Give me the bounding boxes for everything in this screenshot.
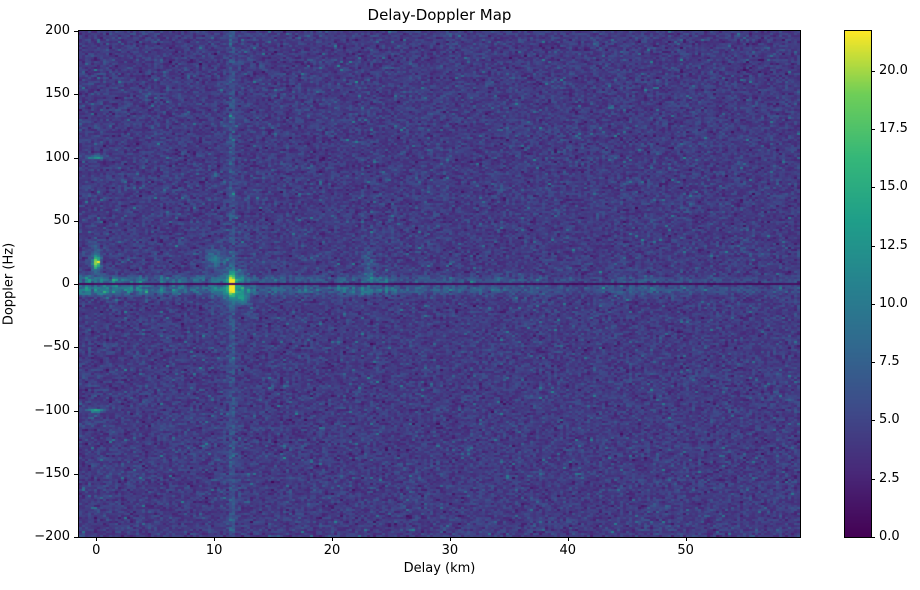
colorbar-tick-label: 5.0 [879, 412, 900, 427]
colorbar-tick-label: 17.5 [879, 121, 908, 136]
colorbar-tick-mark [871, 304, 875, 305]
heatmap-canvas [79, 31, 800, 537]
x-tick-mark [214, 537, 215, 541]
y-tick-label: 150 [45, 86, 70, 101]
chart-title: Delay-Doppler Map [367, 6, 512, 24]
x-tick-mark [568, 537, 569, 541]
x-tick-label: 0 [92, 543, 101, 558]
colorbar-tick-mark [871, 129, 875, 130]
colorbar-tick-label: 10.0 [879, 296, 908, 311]
colorbar-tick-mark [871, 537, 875, 538]
colorbar-canvas [845, 31, 871, 537]
colorbar-tick-mark [871, 187, 875, 188]
x-tick-mark [96, 537, 97, 541]
y-tick-mark [74, 474, 78, 475]
x-tick-label: 40 [559, 543, 577, 558]
colorbar-tick-label: 15.0 [879, 179, 908, 194]
y-tick-mark [74, 221, 78, 222]
y-tick-mark [74, 158, 78, 159]
y-tick-mark [74, 31, 78, 32]
colorbar-tick-label: 2.5 [879, 471, 900, 486]
y-tick-mark [74, 411, 78, 412]
y-tick-label: −150 [34, 466, 70, 481]
colorbar-tick-label: 7.5 [879, 354, 900, 369]
y-tick-label: −50 [42, 339, 70, 354]
x-tick-label: 20 [323, 543, 341, 558]
colorbar-tick-label: 12.5 [879, 238, 908, 253]
colorbar-tick-mark [871, 479, 875, 480]
y-tick-label: 200 [45, 23, 70, 38]
y-tick-label: 50 [53, 213, 70, 228]
y-tick-mark [74, 284, 78, 285]
x-tick-label: 10 [205, 543, 223, 558]
x-tick-mark [332, 537, 333, 541]
y-tick-mark [74, 94, 78, 95]
colorbar-tick-mark [871, 420, 875, 421]
x-axis-label: Delay (km) [403, 561, 476, 576]
colorbar-tick-mark [871, 362, 875, 363]
y-tick-label: 0 [61, 276, 70, 291]
y-tick-label: −200 [34, 529, 70, 544]
plot-area [78, 30, 801, 538]
colorbar-tick-label: 0.0 [879, 529, 900, 544]
x-tick-label: 50 [677, 543, 694, 558]
colorbar-tick-mark [871, 71, 875, 72]
y-tick-mark [74, 537, 78, 538]
x-tick-mark [686, 537, 687, 541]
x-tick-mark [450, 537, 451, 541]
y-tick-label: 100 [45, 150, 70, 165]
colorbar-tick-label: 20.0 [879, 63, 908, 78]
colorbar [844, 30, 872, 538]
x-tick-label: 30 [441, 543, 459, 558]
y-tick-label: −100 [34, 403, 70, 418]
colorbar-tick-mark [871, 246, 875, 247]
y-tick-mark [74, 347, 78, 348]
